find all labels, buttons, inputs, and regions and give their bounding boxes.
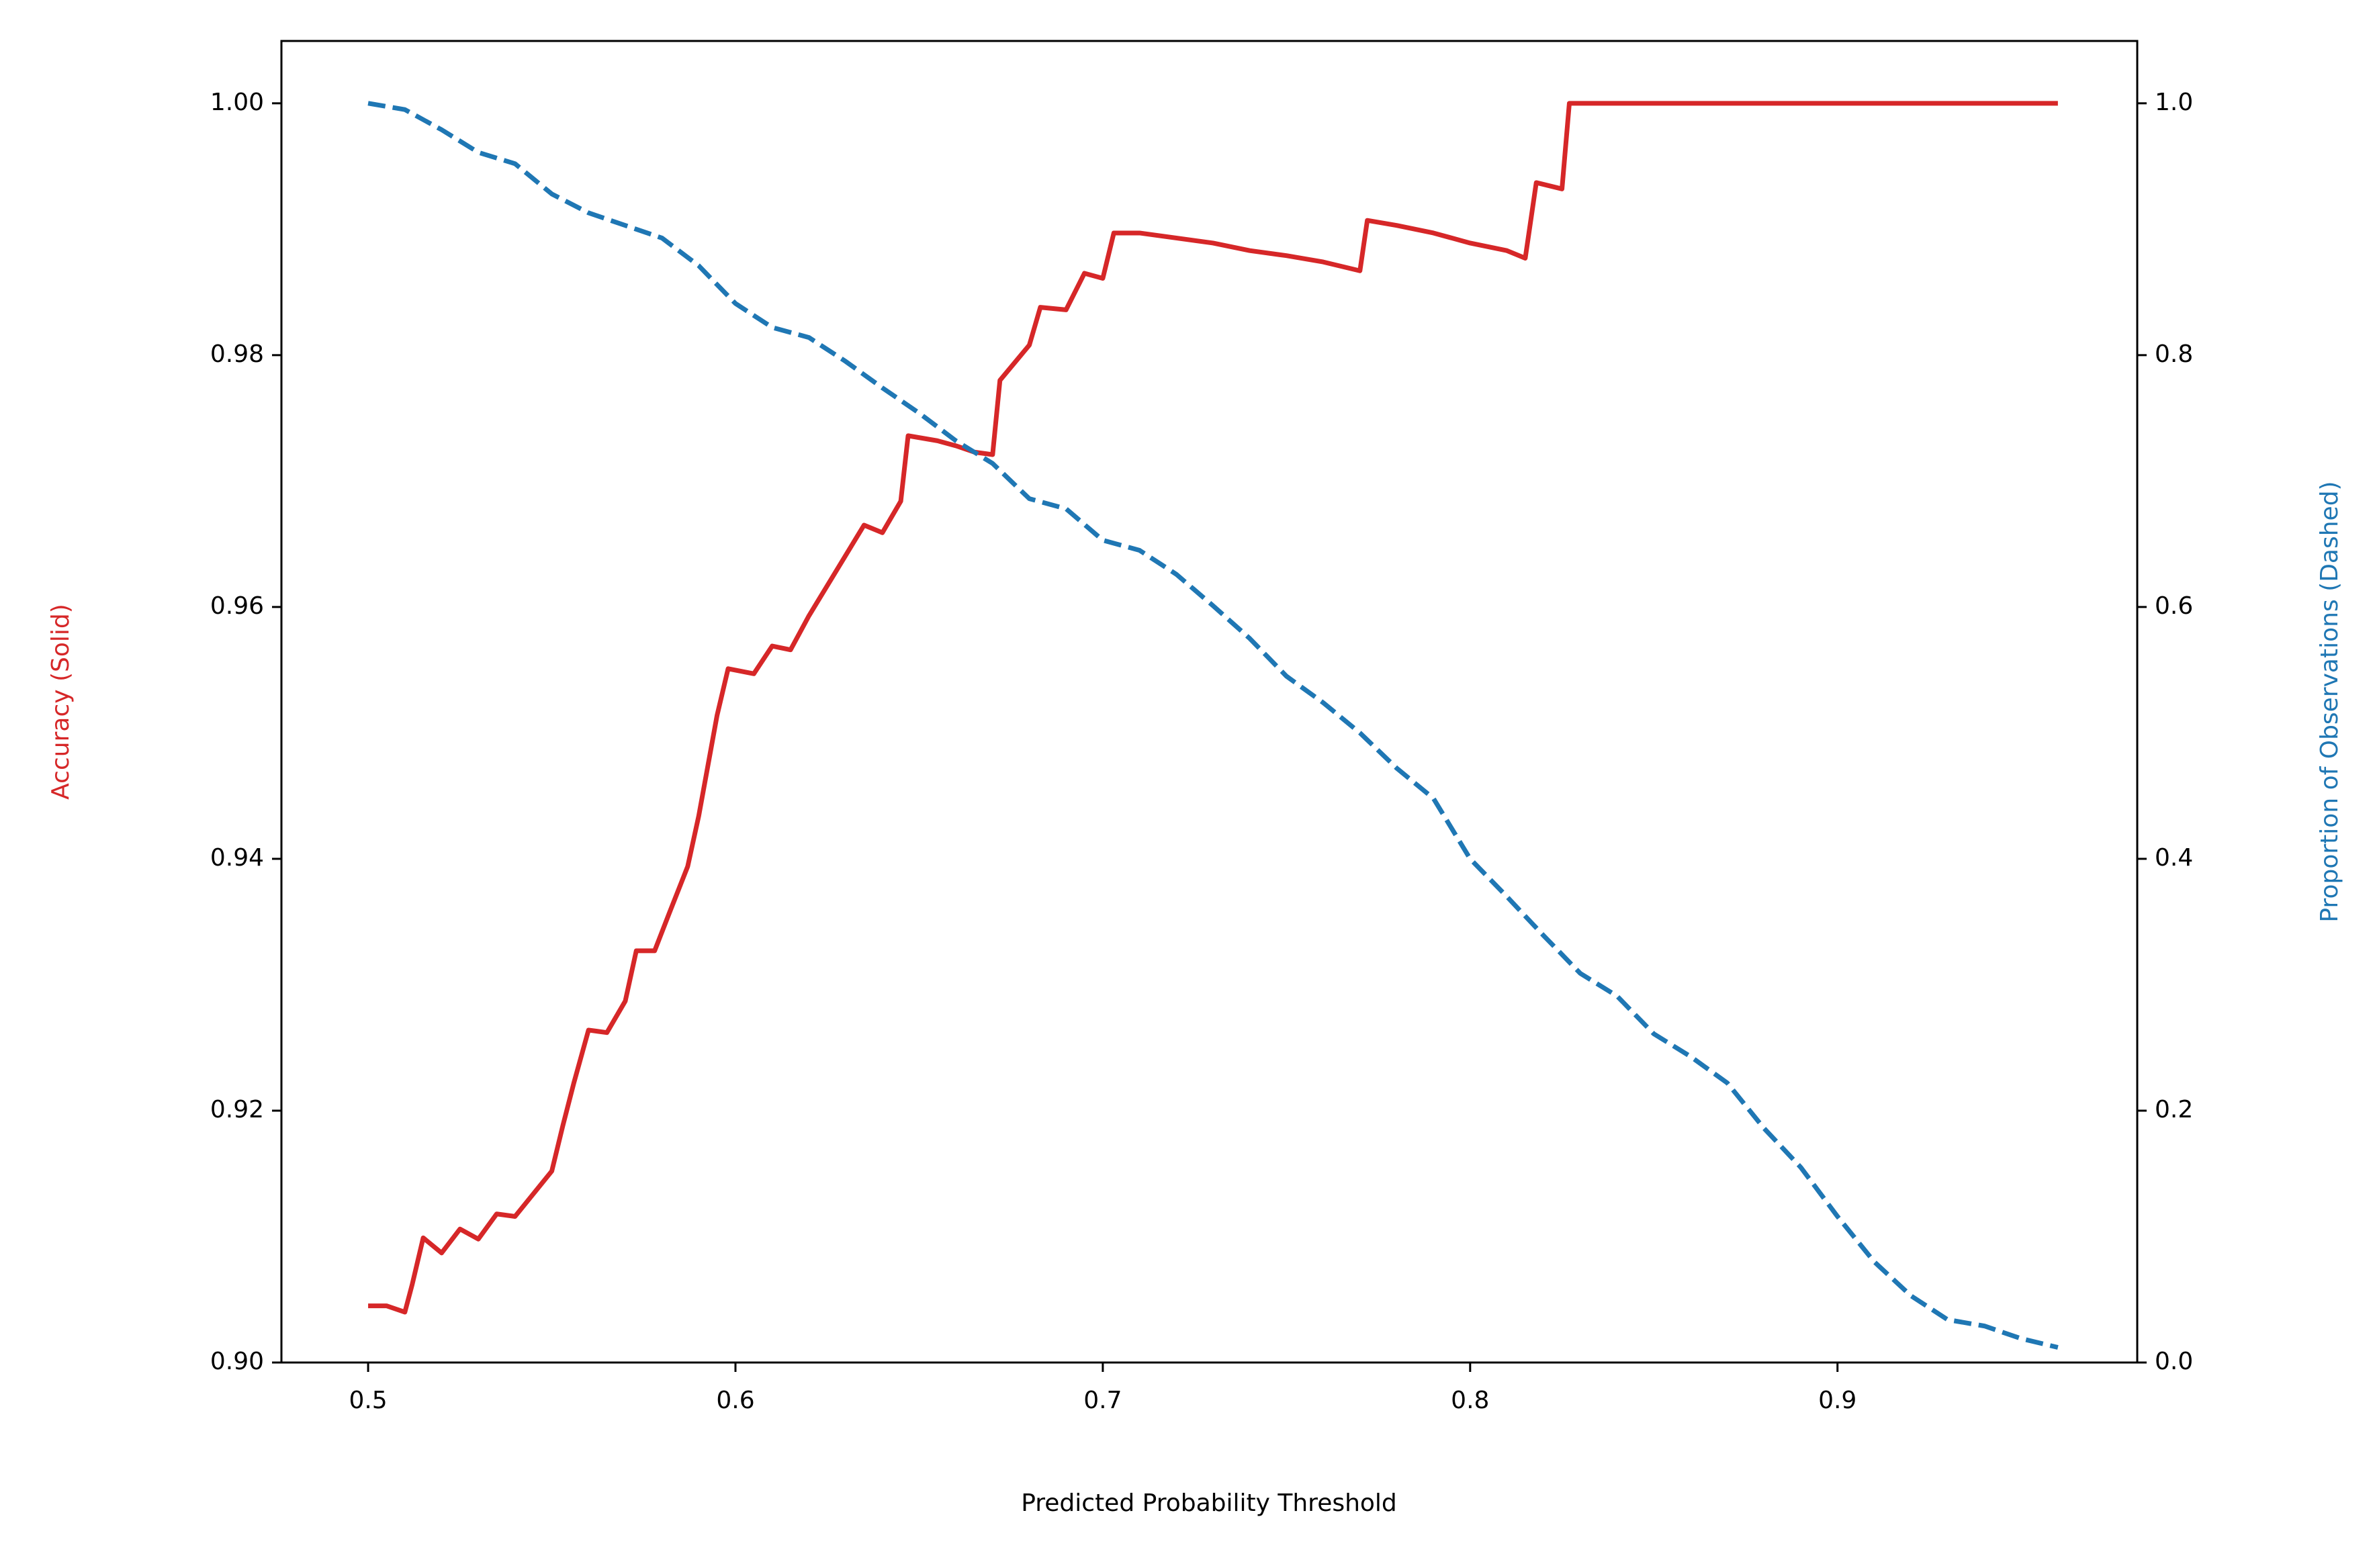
y2-tick-label: 0.6 <box>2155 592 2193 620</box>
x-axis-label: Predicted Probability Threshold <box>1021 1489 1397 1517</box>
x-tick-label: 0.7 <box>1083 1387 1122 1414</box>
y-tick-label: 0.92 <box>210 1096 264 1123</box>
y-tick-label: 1.00 <box>210 89 264 116</box>
y-tick-label: 0.94 <box>210 844 264 872</box>
series-line <box>367 101 2059 1350</box>
x-tick-label: 0.8 <box>1451 1387 1489 1414</box>
series-line <box>368 101 2058 1315</box>
y2-tick-label: 0.4 <box>2155 844 2193 872</box>
x-tick-label: 0.9 <box>1818 1387 1856 1414</box>
y2-tick-label: 1.0 <box>2155 89 2193 116</box>
y2-axis-label: Proportion of Observations (Dashed) <box>2316 481 2343 922</box>
y2-tick-label: 0.2 <box>2155 1096 2193 1123</box>
y2-tick-label: 0.0 <box>2155 1348 2193 1375</box>
y2-tick-label: 0.8 <box>2155 340 2193 368</box>
x-tick-label: 0.5 <box>349 1387 387 1414</box>
y-tick-label: 0.96 <box>210 592 264 620</box>
y-tick-label: 0.98 <box>210 340 264 368</box>
plot-frame <box>280 40 2139 1364</box>
y-axis-label: Accuracy (Solid) <box>47 604 75 800</box>
x-tick-label: 0.6 <box>716 1387 754 1414</box>
y-tick-label: 0.90 <box>210 1348 264 1375</box>
